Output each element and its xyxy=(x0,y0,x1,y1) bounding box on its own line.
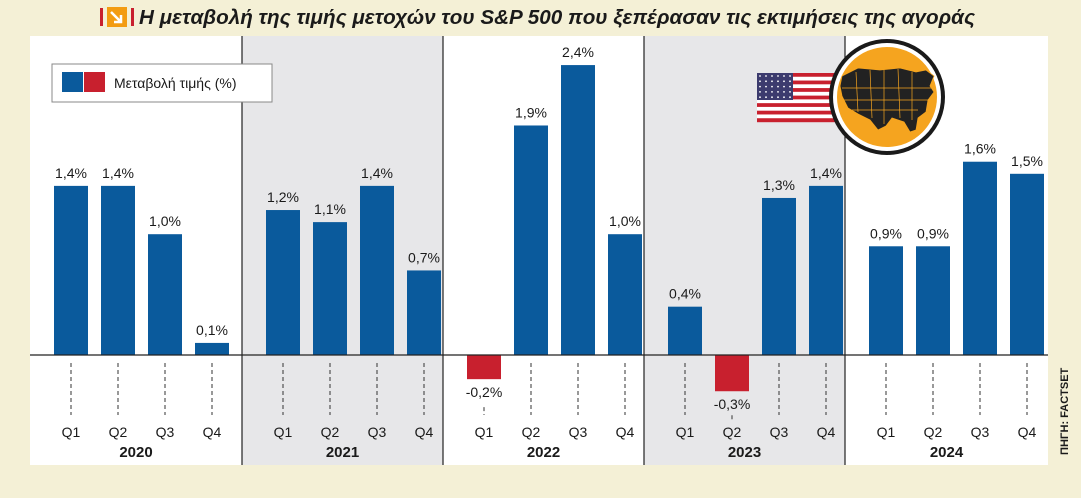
quarter-label: Q1 xyxy=(877,424,896,440)
quarter-label: Q4 xyxy=(817,424,836,440)
chart-title: Η μεταβολή της τιμής μετοχών του S&P 500… xyxy=(139,7,975,29)
data-labels: 1,4% 1,4% 1,0% 0,1% 1,2% 1,1% 1,4% 0,7% -0,2% 1,9… xyxy=(55,44,1043,412)
quarter-label: Q3 xyxy=(569,424,588,440)
quarter-label: Q4 xyxy=(415,424,434,440)
bar-2021-Q2 xyxy=(313,222,347,355)
bar-2021-Q1 xyxy=(266,210,300,355)
bar-2024-Q1 xyxy=(869,246,903,355)
data-label: 0,9% xyxy=(870,225,902,241)
bar-2022-Q2 xyxy=(514,125,548,355)
bar-2021-Q3 xyxy=(360,185,394,355)
quarter-label: Q4 xyxy=(203,424,222,440)
bar-2023-Q3 xyxy=(762,197,796,355)
title-bar: Η μεταβολή της τιμής μετοχών του S&P 500… xyxy=(100,7,975,29)
data-label: 1,6% xyxy=(964,141,996,157)
data-label: 0,7% xyxy=(408,249,440,265)
year-label: 2024 xyxy=(930,444,964,461)
bar-2020-Q1 xyxy=(54,185,88,355)
quarter-label: Q3 xyxy=(770,424,789,440)
data-label: 1,4% xyxy=(55,165,87,181)
bars xyxy=(54,65,1044,392)
bar-2024-Q4 xyxy=(1010,173,1044,355)
title-accent-right xyxy=(131,8,134,26)
data-label: 1,4% xyxy=(361,165,393,181)
data-label: 1,0% xyxy=(149,213,181,229)
legend-swatch-positive xyxy=(62,72,83,92)
legend-swatch-negative xyxy=(84,72,105,92)
bar-2023-Q2 xyxy=(715,355,749,392)
data-label: 2,4% xyxy=(562,44,594,60)
quarter-label: Q2 xyxy=(321,424,340,440)
quarter-label: Q4 xyxy=(616,424,635,440)
data-label: 1,1% xyxy=(314,201,346,217)
us-map-icon xyxy=(829,39,945,155)
bar-2024-Q2 xyxy=(916,246,950,355)
bar-2020-Q4 xyxy=(195,342,229,355)
quarter-label: Q2 xyxy=(109,424,128,440)
bar-2022-Q1 xyxy=(467,355,501,380)
quarter-label: Q1 xyxy=(274,424,293,440)
bar-2021-Q4 xyxy=(407,270,441,355)
data-label: 0,4% xyxy=(669,286,701,302)
quarter-label: Q2 xyxy=(723,424,742,440)
title-accent-left xyxy=(100,8,103,26)
data-label: 1,2% xyxy=(267,189,299,205)
bar-2023-Q1 xyxy=(668,306,702,355)
bar-2022-Q3 xyxy=(561,65,595,355)
data-label: 1,0% xyxy=(609,213,641,229)
data-label: 1,4% xyxy=(102,165,134,181)
quarter-label: Q3 xyxy=(156,424,175,440)
data-label: 1,4% xyxy=(810,165,842,181)
data-label: 1,9% xyxy=(515,104,547,120)
quarter-label: Q1 xyxy=(62,424,81,440)
bar-2023-Q4 xyxy=(809,185,843,355)
data-label: -0,3% xyxy=(714,396,751,412)
quarter-label: Q2 xyxy=(522,424,541,440)
data-label: -0,2% xyxy=(466,384,503,400)
legend: Μεταβολή τιμής (%) xyxy=(51,63,273,103)
quarter-label: Q2 xyxy=(924,424,943,440)
data-label: 1,5% xyxy=(1011,153,1043,169)
bar-2020-Q3 xyxy=(148,234,182,355)
year-label: 2021 xyxy=(326,444,359,461)
year-label: 2022 xyxy=(527,444,560,461)
quarter-label: Q4 xyxy=(1018,424,1037,440)
quarter-label: Q1 xyxy=(475,424,494,440)
source-label: ΠΗΓΗ: FACTSET xyxy=(1059,367,1071,455)
year-label: 2023 xyxy=(728,444,761,461)
us-flag-icon xyxy=(757,73,835,123)
data-label: 1,3% xyxy=(763,177,795,193)
bar-2024-Q3 xyxy=(963,161,997,355)
quarter-label: Q1 xyxy=(676,424,695,440)
bar-2022-Q4 xyxy=(608,234,642,355)
axis-labels: 2020 Q1 Q2 Q3 Q4 2021 Q1 Q2 Q3 Q4 2022 Q1 Q2 Q3 Q4 2023… xyxy=(30,354,1048,461)
quarter-label: Q3 xyxy=(971,424,990,440)
data-label: 0,9% xyxy=(917,225,949,241)
data-label: 0,1% xyxy=(196,322,228,338)
year-label: 2020 xyxy=(119,444,152,461)
legend-label: Μεταβολή τιμής (%) xyxy=(114,75,236,91)
quarter-label: Q3 xyxy=(368,424,387,440)
bar-2020-Q2 xyxy=(101,185,135,355)
